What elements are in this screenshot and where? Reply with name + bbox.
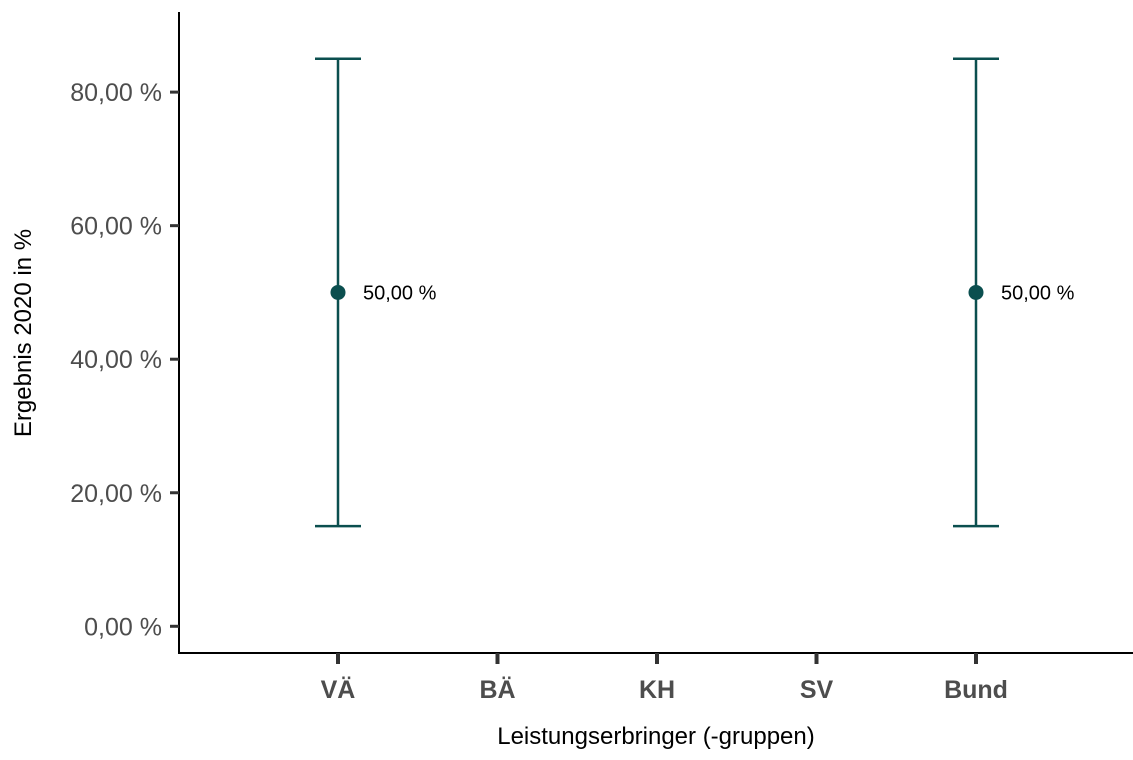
x-tick-label: VÄ: [321, 676, 356, 704]
data-point: [330, 284, 346, 300]
x-tick-label: KH: [639, 676, 675, 704]
x-tick-label: SV: [800, 676, 834, 704]
y-tick-label: 60,00 %: [70, 213, 162, 241]
data-label: 50,00 %: [1001, 282, 1075, 304]
y-tick-label: 20,00 %: [70, 480, 162, 508]
data-label: 50,00 %: [363, 282, 437, 304]
marks-layer: 50,00 % 50,00 %: [315, 57, 1075, 528]
axes-layer: 0,00 % 20,00 % 40,00 % 60,00 % 80,00 % VÄ BÄ KH…: [70, 12, 1133, 704]
y-tick-label: 0,00 %: [84, 613, 162, 641]
x-tick-label: Bund: [944, 676, 1008, 704]
data-point: [968, 284, 984, 300]
y-axis-title: Ergebnis 2020 in %: [10, 229, 37, 437]
x-axis-title: Leistungserbringer (-gruppen): [497, 723, 815, 750]
x-tick-label: BÄ: [479, 676, 515, 704]
y-tick-label: 40,00 %: [70, 346, 162, 374]
y-tick-label: 80,00 %: [70, 79, 162, 107]
